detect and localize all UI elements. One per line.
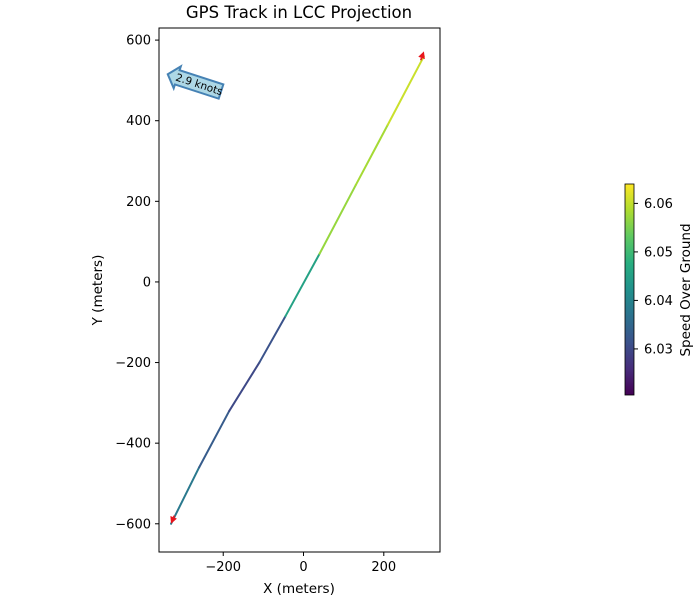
track-segment (318, 184, 357, 255)
direction-arrows (170, 51, 425, 524)
x-tick-label: −200 (205, 560, 241, 575)
y-tick-label: 200 (126, 195, 151, 210)
colorbar: 6.03 6.04 6.05 6.06 Speed Over Ground (624, 183, 694, 396)
track-line (170, 55, 425, 525)
colorbar-tick-label: 6.05 (644, 245, 673, 260)
track-segment (170, 466, 201, 525)
track-segment (354, 123, 389, 187)
x-tick-label: 200 (371, 560, 396, 575)
y-axis: −600 −400 −200 0 200 400 600 (115, 34, 159, 532)
track-segment (258, 315, 287, 364)
y-tick-label: 400 (126, 114, 151, 129)
plot-frame (158, 27, 441, 553)
direction-arrow (170, 515, 177, 524)
direction-arrow (418, 51, 425, 61)
y-tick-label: −600 (115, 517, 151, 532)
colorbar-label: Speed Over Ground (678, 223, 694, 356)
speed-annotation: 2.9 knots (166, 64, 225, 100)
track-segment (284, 252, 321, 318)
colorbar-tick-label: 6.06 (644, 197, 673, 212)
colorbar-tick-label: 6.03 (644, 342, 673, 357)
track-segment (198, 409, 231, 469)
y-tick-label: −400 (115, 437, 151, 452)
track-segment (386, 55, 425, 126)
colorbar-tick-label: 6.04 (644, 294, 673, 309)
colorbar-ticks: 6.03 6.04 6.05 6.06 (634, 197, 673, 357)
speed-arrow-box (166, 64, 225, 100)
chart-title: GPS Track in LCC Projection (186, 3, 412, 22)
x-axis-label: X (meters) (263, 581, 335, 597)
plot-area: 2.9 knots (158, 27, 441, 553)
x-tick-label: 0 (299, 560, 307, 575)
track-segment (228, 361, 261, 412)
colorbar-gradient (624, 183, 635, 396)
y-tick-label: −200 (115, 356, 151, 371)
y-tick-label: 600 (126, 34, 151, 49)
y-tick-label: 0 (143, 275, 151, 290)
y-axis-label: Y (meters) (90, 255, 106, 327)
x-axis: −200 0 200 (205, 552, 396, 575)
